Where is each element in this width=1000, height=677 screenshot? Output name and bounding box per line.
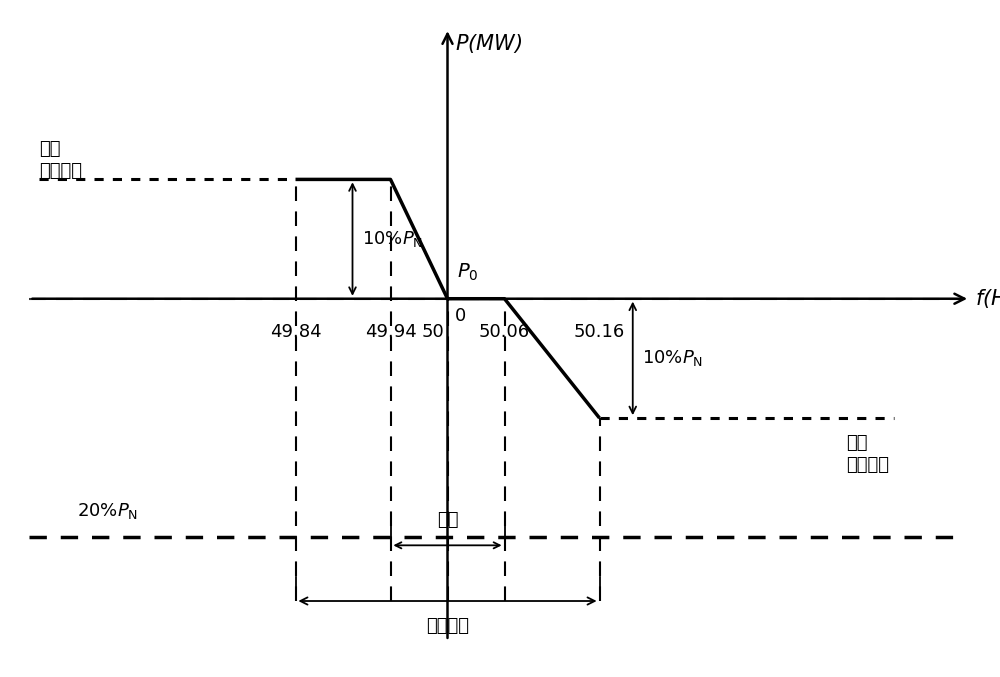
Text: 0: 0 — [455, 307, 466, 325]
Text: $P$(MW): $P$(MW) — [455, 32, 522, 56]
Text: 49.94: 49.94 — [365, 323, 416, 341]
Text: $f$(Hz): $f$(Hz) — [975, 287, 1000, 310]
Text: 49.84: 49.84 — [270, 323, 321, 341]
Text: 10%$P_{\rm N}$: 10%$P_{\rm N}$ — [362, 229, 423, 249]
Text: 50.16: 50.16 — [574, 323, 625, 341]
Text: $P_0$: $P_0$ — [457, 261, 479, 283]
Text: 频率限幅: 频率限幅 — [426, 617, 469, 635]
Text: 10%$P_{\rm N}$: 10%$P_{\rm N}$ — [642, 349, 703, 368]
Text: 上调
调频限幅: 上调 调频限幅 — [39, 139, 82, 180]
Text: 50: 50 — [422, 323, 445, 341]
Text: 下调
调频限幅: 下调 调频限幅 — [846, 434, 889, 474]
Text: 50.06: 50.06 — [479, 323, 530, 341]
Text: 死区: 死区 — [437, 511, 458, 529]
Text: 20%$P_{\rm N}$: 20%$P_{\rm N}$ — [77, 502, 138, 521]
